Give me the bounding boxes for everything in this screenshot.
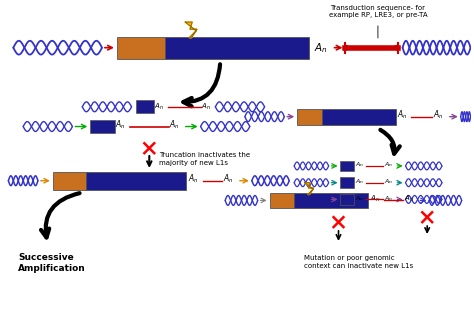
- Bar: [117, 37, 165, 58]
- Text: $A_n$: $A_n$: [384, 194, 393, 203]
- Text: Truncation inactivates the
majority of new L1s: Truncation inactivates the majority of n…: [159, 152, 250, 166]
- Text: Transduction sequence- for
example RP, LRE3, or pre-TA: Transduction sequence- for example RP, L…: [328, 5, 427, 18]
- Text: $A_n$: $A_n$: [433, 109, 444, 121]
- Text: $A_n$: $A_n$: [384, 161, 393, 169]
- Text: $A_n$: $A_n$: [397, 109, 407, 121]
- Text: $A_n$: $A_n$: [115, 118, 126, 131]
- Bar: [86, 172, 186, 189]
- Text: $A_n$: $A_n$: [355, 161, 365, 169]
- Text: $A_n$: $A_n$: [370, 193, 380, 203]
- Text: $A_n$: $A_n$: [223, 173, 234, 185]
- Text: $A_n$: $A_n$: [355, 194, 365, 203]
- Text: $A_n$: $A_n$: [355, 177, 365, 186]
- Bar: [340, 161, 354, 171]
- Text: $A_n$: $A_n$: [169, 118, 180, 131]
- Polygon shape: [185, 22, 197, 38]
- Bar: [270, 193, 294, 208]
- Bar: [340, 194, 354, 205]
- Bar: [90, 120, 115, 134]
- Text: $A_n$: $A_n$: [314, 41, 328, 55]
- Polygon shape: [305, 183, 314, 195]
- Text: Successive
Amplification: Successive Amplification: [18, 253, 86, 273]
- Bar: [340, 177, 354, 188]
- Bar: [294, 193, 368, 208]
- Bar: [137, 100, 154, 113]
- Bar: [165, 37, 309, 58]
- Text: Mutation or poor genomic
context can inactivate new L1s: Mutation or poor genomic context can ina…: [304, 254, 413, 269]
- Bar: [297, 109, 322, 124]
- Text: $A_n$: $A_n$: [403, 193, 413, 203]
- Text: $A_n$: $A_n$: [201, 102, 210, 112]
- Bar: [53, 172, 86, 189]
- Bar: [322, 109, 396, 124]
- Text: $A_n$: $A_n$: [384, 177, 393, 186]
- Text: $A_n$: $A_n$: [188, 173, 199, 185]
- Text: $A_n$: $A_n$: [154, 102, 164, 112]
